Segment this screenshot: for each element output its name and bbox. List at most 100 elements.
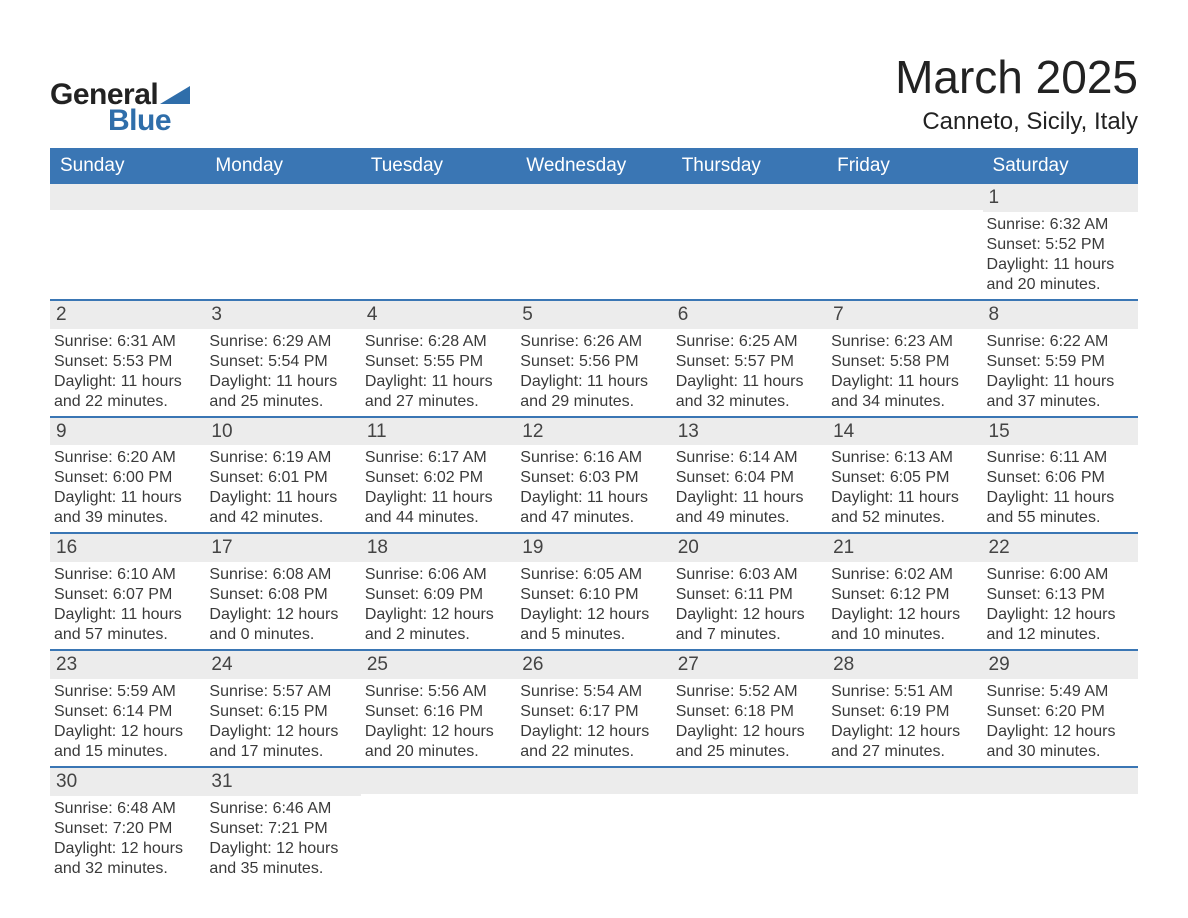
sunset-line: Sunset: 5:53 PM <box>54 352 201 372</box>
day-number: 3 <box>205 301 360 329</box>
day-number: 31 <box>205 768 360 796</box>
day-cell <box>827 184 982 299</box>
daylight-line: and 29 minutes. <box>520 392 667 412</box>
day-cell <box>516 184 671 299</box>
daylight-line: Daylight: 12 hours <box>987 722 1134 742</box>
sunrise-line: Sunrise: 5:59 AM <box>54 682 201 702</box>
day-cell: 17Sunrise: 6:08 AMSunset: 6:08 PMDayligh… <box>205 534 360 649</box>
day-number <box>672 184 827 210</box>
day-number: 8 <box>983 301 1138 329</box>
sunset-line: Sunset: 6:11 PM <box>676 585 823 605</box>
sunrise-line: Sunrise: 6:11 AM <box>987 448 1134 468</box>
daylight-line: and 44 minutes. <box>365 508 512 528</box>
day-number <box>516 768 671 794</box>
daylight-line: Daylight: 11 hours <box>831 372 978 392</box>
day-cell: 15Sunrise: 6:11 AMSunset: 6:06 PMDayligh… <box>983 418 1138 533</box>
day-number: 4 <box>361 301 516 329</box>
sunrise-line: Sunrise: 6:46 AM <box>209 799 356 819</box>
daylight-line: Daylight: 12 hours <box>520 722 667 742</box>
daylight-line: Daylight: 12 hours <box>209 605 356 625</box>
day-number: 23 <box>50 651 205 679</box>
daylight-line: and 25 minutes. <box>209 392 356 412</box>
daylight-line: Daylight: 12 hours <box>676 722 823 742</box>
sunrise-line: Sunrise: 6:16 AM <box>520 448 667 468</box>
weekday-header-wednesday: Wednesday <box>516 148 671 184</box>
sunset-line: Sunset: 7:21 PM <box>209 819 356 839</box>
daylight-line: Daylight: 11 hours <box>54 372 201 392</box>
day-cell <box>361 184 516 299</box>
day-number: 21 <box>827 534 982 562</box>
sunrise-line: Sunrise: 5:56 AM <box>365 682 512 702</box>
day-cell: 10Sunrise: 6:19 AMSunset: 6:01 PMDayligh… <box>205 418 360 533</box>
week-row: 30Sunrise: 6:48 AMSunset: 7:20 PMDayligh… <box>50 766 1138 883</box>
daylight-line: Daylight: 11 hours <box>209 372 356 392</box>
sunset-line: Sunset: 6:15 PM <box>209 702 356 722</box>
daylight-line: and 35 minutes. <box>209 859 356 879</box>
sunrise-line: Sunrise: 5:57 AM <box>209 682 356 702</box>
daylight-line: and 12 minutes. <box>987 625 1134 645</box>
page-header: General Blue March 2025 Canneto, Sicily,… <box>50 50 1138 138</box>
day-number <box>361 768 516 794</box>
sunrise-line: Sunrise: 6:20 AM <box>54 448 201 468</box>
daylight-line: and 20 minutes. <box>365 742 512 762</box>
day-cell: 30Sunrise: 6:48 AMSunset: 7:20 PMDayligh… <box>50 768 205 883</box>
sunrise-line: Sunrise: 6:22 AM <box>987 332 1134 352</box>
daylight-line: Daylight: 11 hours <box>54 488 201 508</box>
weekday-header-saturday: Saturday <box>983 148 1138 184</box>
sunrise-line: Sunrise: 6:02 AM <box>831 565 978 585</box>
sunset-line: Sunset: 6:12 PM <box>831 585 978 605</box>
daylight-line: Daylight: 12 hours <box>831 722 978 742</box>
day-cell: 7Sunrise: 6:23 AMSunset: 5:58 PMDaylight… <box>827 301 982 416</box>
day-cell: 12Sunrise: 6:16 AMSunset: 6:03 PMDayligh… <box>516 418 671 533</box>
daylight-line: and 25 minutes. <box>676 742 823 762</box>
calendar-page: General Blue March 2025 Canneto, Sicily,… <box>0 0 1188 883</box>
day-cell <box>672 768 827 883</box>
daylight-line: and 27 minutes. <box>831 742 978 762</box>
daylight-line: and 47 minutes. <box>520 508 667 528</box>
sunset-line: Sunset: 6:08 PM <box>209 585 356 605</box>
day-cell: 9Sunrise: 6:20 AMSunset: 6:00 PMDaylight… <box>50 418 205 533</box>
day-cell <box>827 768 982 883</box>
day-number: 1 <box>983 184 1138 212</box>
daylight-line: Daylight: 12 hours <box>54 722 201 742</box>
sunset-line: Sunset: 5:59 PM <box>987 352 1134 372</box>
day-number: 5 <box>516 301 671 329</box>
day-cell: 11Sunrise: 6:17 AMSunset: 6:02 PMDayligh… <box>361 418 516 533</box>
sunrise-line: Sunrise: 5:49 AM <box>987 682 1134 702</box>
day-cell: 16Sunrise: 6:10 AMSunset: 6:07 PMDayligh… <box>50 534 205 649</box>
day-cell: 3Sunrise: 6:29 AMSunset: 5:54 PMDaylight… <box>205 301 360 416</box>
week-row: 1Sunrise: 6:32 AMSunset: 5:52 PMDaylight… <box>50 184 1138 299</box>
daylight-line: and 15 minutes. <box>54 742 201 762</box>
day-cell: 26Sunrise: 5:54 AMSunset: 6:17 PMDayligh… <box>516 651 671 766</box>
day-number: 17 <box>205 534 360 562</box>
day-number: 9 <box>50 418 205 446</box>
daylight-line: Daylight: 11 hours <box>209 488 356 508</box>
daylight-line: Daylight: 11 hours <box>365 488 512 508</box>
logo-text-blue: Blue <box>108 104 190 138</box>
daylight-line: Daylight: 12 hours <box>209 839 356 859</box>
daylight-line: and 52 minutes. <box>831 508 978 528</box>
day-cell: 24Sunrise: 5:57 AMSunset: 6:15 PMDayligh… <box>205 651 360 766</box>
daylight-line: and 5 minutes. <box>520 625 667 645</box>
day-cell: 4Sunrise: 6:28 AMSunset: 5:55 PMDaylight… <box>361 301 516 416</box>
sunset-line: Sunset: 5:52 PM <box>987 235 1134 255</box>
day-number <box>50 184 205 210</box>
daylight-line: Daylight: 11 hours <box>676 372 823 392</box>
day-cell: 2Sunrise: 6:31 AMSunset: 5:53 PMDaylight… <box>50 301 205 416</box>
day-number: 13 <box>672 418 827 446</box>
week-row: 2Sunrise: 6:31 AMSunset: 5:53 PMDaylight… <box>50 299 1138 416</box>
daylight-line: and 32 minutes. <box>54 859 201 879</box>
daylight-line: Daylight: 12 hours <box>520 605 667 625</box>
week-row: 16Sunrise: 6:10 AMSunset: 6:07 PMDayligh… <box>50 532 1138 649</box>
location-subtitle: Canneto, Sicily, Italy <box>895 108 1138 136</box>
day-number: 6 <box>672 301 827 329</box>
day-cell: 8Sunrise: 6:22 AMSunset: 5:59 PMDaylight… <box>983 301 1138 416</box>
sunset-line: Sunset: 6:03 PM <box>520 468 667 488</box>
day-cell: 19Sunrise: 6:05 AMSunset: 6:10 PMDayligh… <box>516 534 671 649</box>
sunset-line: Sunset: 6:19 PM <box>831 702 978 722</box>
daylight-line: and 34 minutes. <box>831 392 978 412</box>
sunrise-line: Sunrise: 5:54 AM <box>520 682 667 702</box>
daylight-line: Daylight: 12 hours <box>831 605 978 625</box>
daylight-line: Daylight: 12 hours <box>365 722 512 742</box>
day-cell: 18Sunrise: 6:06 AMSunset: 6:09 PMDayligh… <box>361 534 516 649</box>
